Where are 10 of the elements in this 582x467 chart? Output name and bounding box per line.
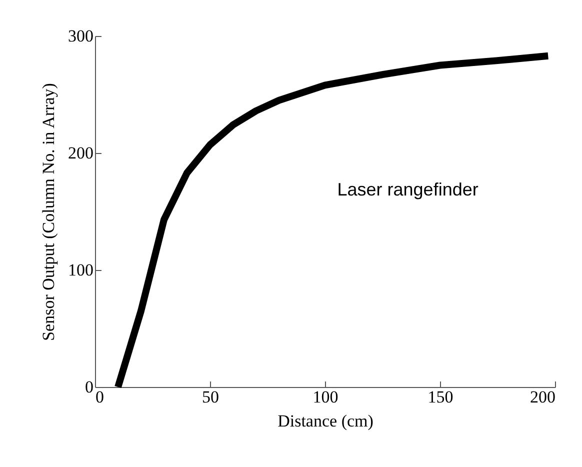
y-tick-label: 100: [68, 260, 94, 280]
x-tick-label: 50: [202, 388, 219, 406]
x-tick-label: 150: [428, 388, 454, 406]
annotation: Laser rangefinder: [337, 179, 478, 200]
x-axis-title: Distance (cm): [278, 412, 374, 430]
x-tick-label: 200: [530, 388, 556, 406]
y-axis-title: Sensor Output (Column No. in Array): [39, 83, 58, 341]
y-tick-label: 300: [68, 26, 94, 46]
x-tick-label: 100: [312, 388, 338, 406]
y-tick-label: 200: [68, 144, 94, 162]
